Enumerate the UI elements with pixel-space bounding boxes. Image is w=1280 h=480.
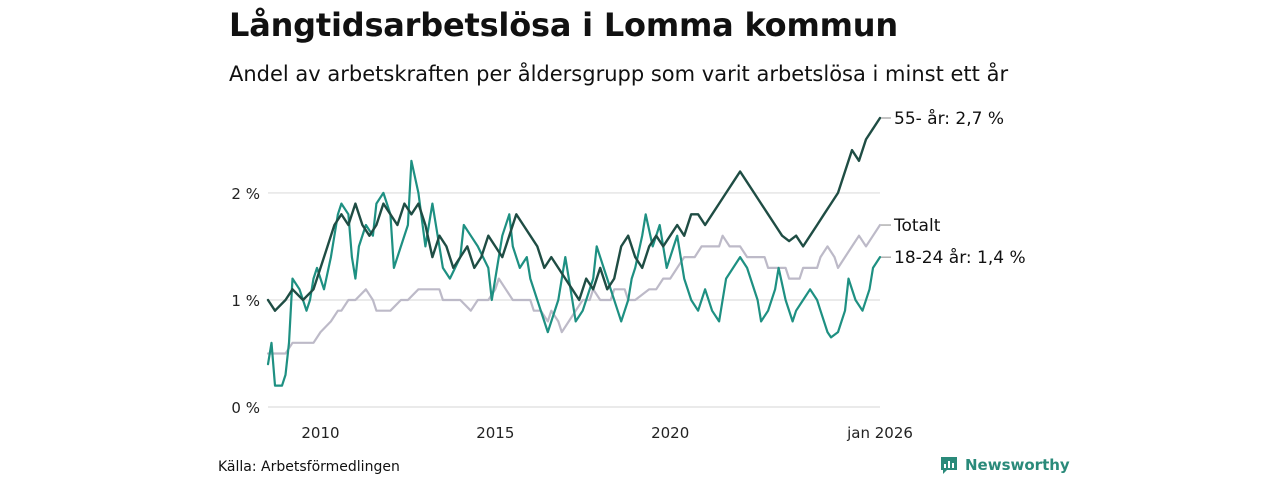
brand-logo: Newsworthy <box>939 455 1070 475</box>
series-line-totalt <box>266 223 882 355</box>
newsworthy-logo-icon <box>941 457 957 474</box>
chart-subtitle: Andel av arbetskraften per åldersgrupp s… <box>229 62 1009 86</box>
y-tick-label: 0 % <box>231 399 260 417</box>
x-tick-label: 2010 <box>301 424 339 442</box>
end-label-18-24-r: 18-24 år: 1,4 % <box>894 247 1026 268</box>
y-tick-label: 2 % <box>231 185 260 203</box>
end-label-totalt: Totalt <box>893 216 941 236</box>
x-tick-label: 2020 <box>651 424 689 442</box>
end-label-55-r: 55- år: 2,7 % <box>894 108 1004 129</box>
x-tick-label: 2015 <box>476 424 514 442</box>
x-tick-label: jan 2026 <box>846 424 913 442</box>
chart-title: Långtidsarbetslösa i Lomma kommun <box>229 6 898 44</box>
source-note: Källa: Arbetsförmedlingen <box>218 459 400 475</box>
grid-layer: 0 % 1 % 2 % 2010 2015 2020 jan 2026 <box>231 185 912 442</box>
y-tick-label: 1 % <box>231 292 260 310</box>
label-layer: Totalt 18-24 år: 1,4 % 55- år: 2,7 % <box>881 108 1026 268</box>
series-line-55-r <box>266 116 882 312</box>
series-line-18-24-r <box>266 159 882 387</box>
brand-name: Newsworthy <box>965 456 1070 474</box>
series-layer <box>266 116 882 387</box>
